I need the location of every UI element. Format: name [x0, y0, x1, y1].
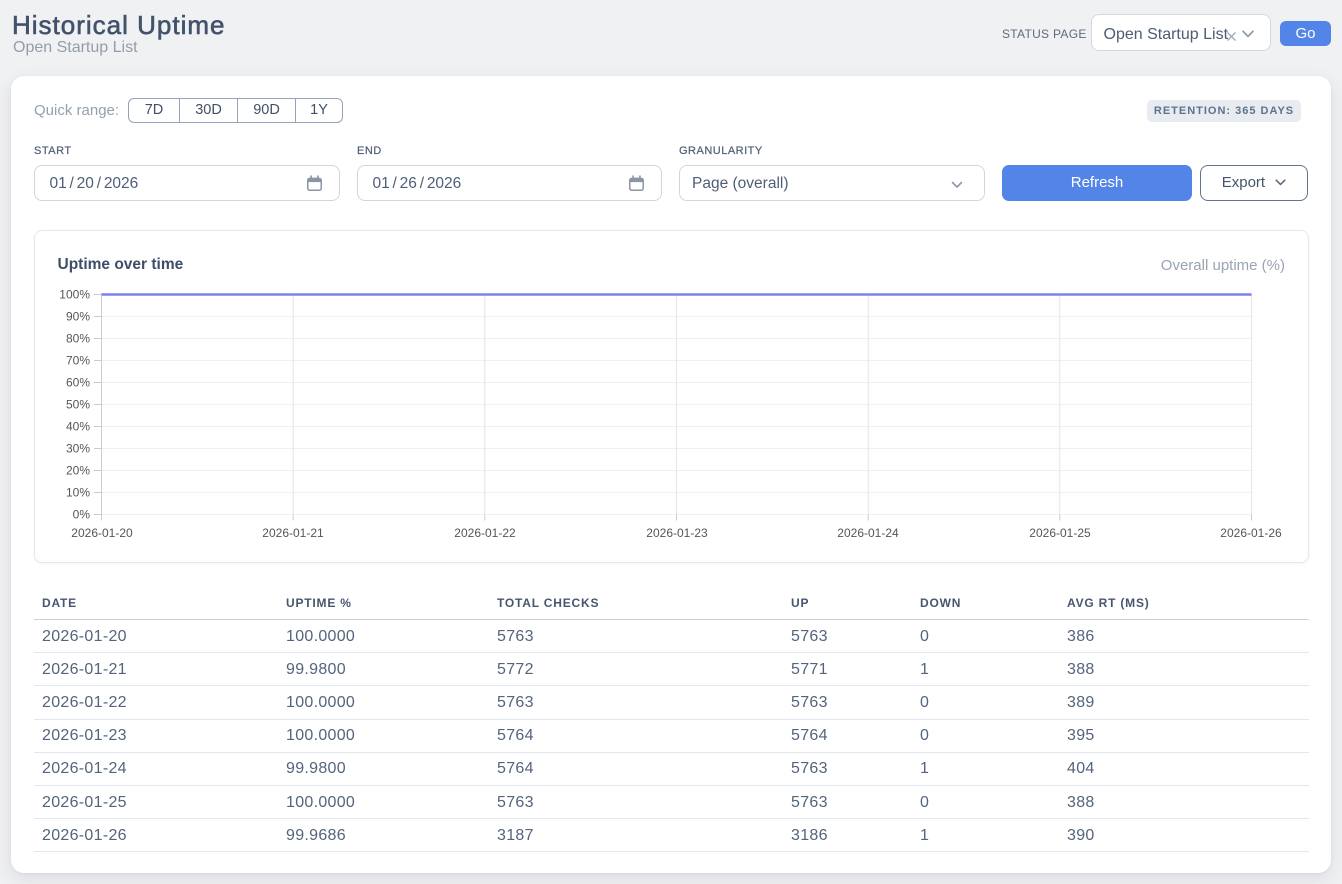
svg-text:70%: 70%	[66, 354, 90, 368]
svg-text:2026-01-26: 2026-01-26	[1220, 526, 1282, 540]
svg-text:10%: 10%	[66, 486, 90, 500]
svg-text:0%: 0%	[73, 508, 91, 522]
svg-text:2026-01-20: 2026-01-20	[71, 526, 133, 540]
svg-text:2026-01-21: 2026-01-21	[262, 526, 324, 540]
svg-text:2026-01-25: 2026-01-25	[1029, 526, 1091, 540]
svg-text:30%: 30%	[66, 442, 90, 456]
svg-text:40%: 40%	[66, 420, 90, 434]
svg-text:90%: 90%	[66, 310, 90, 324]
svg-text:100%: 100%	[59, 288, 90, 302]
svg-text:2026-01-24: 2026-01-24	[837, 526, 899, 540]
svg-text:20%: 20%	[66, 464, 90, 478]
svg-text:60%: 60%	[66, 376, 90, 390]
svg-text:50%: 50%	[66, 398, 90, 412]
svg-text:2026-01-23: 2026-01-23	[646, 526, 708, 540]
svg-text:80%: 80%	[66, 332, 90, 346]
svg-text:2026-01-22: 2026-01-22	[454, 526, 516, 540]
